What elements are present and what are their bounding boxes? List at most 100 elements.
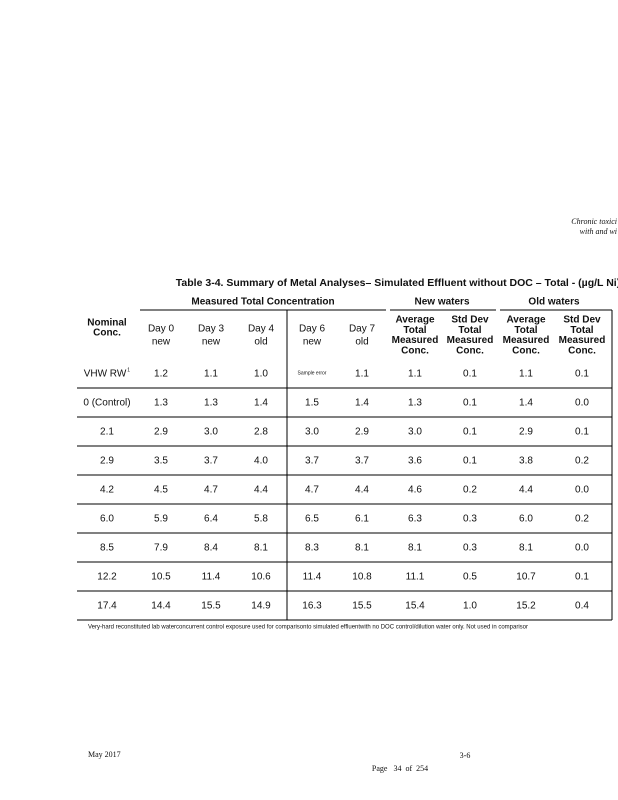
row-label: 8.5 [100,543,114,554]
cell: 0.0 [575,543,589,554]
column-header: Total [570,325,593,336]
column-header: Day 6 [299,324,326,335]
row-label: 2.9 [100,456,114,467]
cell: 15.5 [352,601,372,612]
column-header: Total [514,325,537,336]
cell: 1.4 [519,398,533,409]
cell: 0.1 [463,456,477,467]
cell: 0.1 [463,427,477,438]
cell: 15.2 [516,601,536,612]
cell: 0.3 [463,514,477,525]
cell: 14.4 [151,601,171,612]
cell: 1.3 [204,398,218,409]
cell: 1.0 [463,601,477,612]
cell: 2.9 [154,427,168,438]
cell: 1.4 [355,398,369,409]
cell: 10.6 [251,572,271,583]
cell: 3.8 [519,456,533,467]
cell: 6.0 [519,514,533,525]
column-header: Conc. [93,328,121,339]
cell: 11.4 [303,572,322,583]
cell: 8.4 [204,543,218,554]
cell: 0.1 [463,398,477,409]
cell: 5.8 [254,514,268,525]
cell: 4.5 [154,485,168,496]
cell: 10.5 [151,572,171,583]
cell: 8.1 [519,543,533,554]
cell: 11.1 [406,572,425,583]
column-header: Total [403,325,426,336]
column-header: Std Dev [451,315,489,326]
cell: 0.0 [575,398,589,409]
cell: 1.3 [154,398,168,409]
cell: 16.3 [302,601,322,612]
cell: 4.0 [254,456,268,467]
cell: 0.3 [463,543,477,554]
cell: 3.7 [204,456,218,467]
group-header: Old waters [528,297,580,308]
row-label: 17.4 [97,601,117,612]
cell: 0.5 [463,572,477,583]
cell: 0.2 [575,514,589,525]
group-header: Measured Total Concentration [191,297,334,308]
cell: 4.4 [254,485,268,496]
column-header: new [303,337,322,348]
column-header: Measured [392,335,439,346]
row-label: 0 (Control) [83,398,130,409]
cell: 15.4 [405,601,425,612]
cell: 6.1 [355,514,369,525]
column-header: Nominal [87,318,127,329]
table-title: Table 3-4. Summary of Metal Analyses– Si… [176,277,618,289]
running-header: with and wi [580,227,617,236]
column-header: old [355,337,368,348]
cell: 6.4 [204,514,218,525]
column-header: Conc. [568,346,596,357]
column-header: Measured [559,335,606,346]
cell: 3.6 [408,456,422,467]
column-header: Day 0 [148,324,175,335]
row-label: 6.0 [100,514,114,525]
cell: 6.5 [305,514,319,525]
footer-section: 3-6 [460,751,471,760]
cell: 1.2 [154,369,168,380]
cell: 4.4 [355,485,369,496]
cell: 3.0 [408,427,422,438]
cell: 3.0 [204,427,218,438]
cell: 1.1 [204,369,218,380]
cell: 1.5 [305,398,319,409]
cell: 3.7 [355,456,369,467]
column-header: Measured [447,335,494,346]
column-header: Average [506,315,546,326]
column-header: new [202,337,221,348]
cell: 8.1 [355,543,369,554]
cell: 8.3 [305,543,319,554]
cell: 5.9 [154,514,168,525]
cell: 11.4 [202,572,221,583]
cell: 3.7 [305,456,319,467]
cell: 6.3 [408,514,422,525]
cell: 10.8 [352,572,372,583]
footnote: Very-hard reconstituted lab waterconcurr… [88,625,528,631]
cell: 0.2 [463,485,477,496]
cell: 0.4 [575,601,589,612]
cell: 4.7 [305,485,319,496]
cell: 15.5 [201,601,221,612]
running-header: Chronic toxici [571,217,617,226]
footer-date: May 2017 [88,750,121,759]
cell: 10.7 [516,572,536,583]
cell: 1.1 [519,369,533,380]
cell: 3.0 [305,427,319,438]
cell: 1.0 [254,369,268,380]
column-header: Conc. [401,346,429,357]
cell: 4.6 [408,485,422,496]
cell: 8.1 [408,543,422,554]
cell: 7.9 [154,543,168,554]
cell: 1.1 [355,369,369,380]
cell: 0.1 [575,427,589,438]
cell: 0.1 [463,369,477,380]
column-header: Day 4 [248,324,275,335]
cell: 0.1 [575,369,589,380]
cell: 1.3 [408,398,422,409]
